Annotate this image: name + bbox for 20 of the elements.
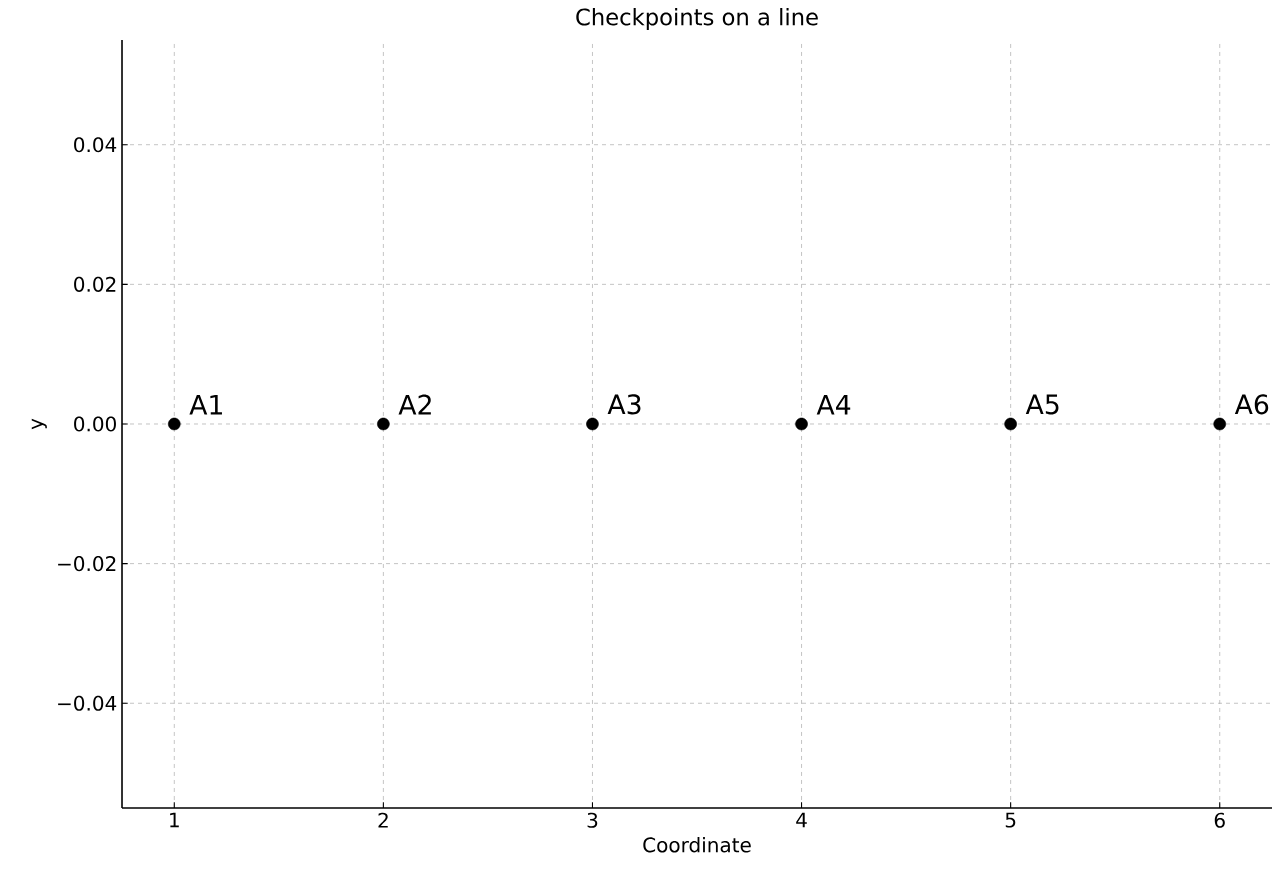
annotation: A6 bbox=[1234, 394, 1269, 415]
annotation: A5 bbox=[1025, 394, 1059, 415]
x-axis-title: Coordinate bbox=[643, 836, 751, 853]
y-tick-label: 0.00 bbox=[74, 416, 116, 432]
y-tick-label: −0.02 bbox=[58, 556, 116, 572]
y-tick-label: 0.02 bbox=[74, 276, 116, 292]
annotation: A2 bbox=[398, 394, 431, 415]
y-tick-label: −0.04 bbox=[58, 695, 117, 711]
x-tick-label: 4 bbox=[796, 812, 807, 828]
x-tick-label: 5 bbox=[1005, 812, 1016, 828]
y-axis-title: y bbox=[31, 418, 47, 430]
chart-title: Checkpoints on a line bbox=[576, 7, 818, 30]
annotation: A4 bbox=[816, 394, 851, 415]
x-tick-label: 6 bbox=[1214, 812, 1225, 828]
x-tick-label: 2 bbox=[378, 812, 388, 828]
annotation: A1 bbox=[189, 394, 222, 415]
annotation: A3 bbox=[607, 394, 641, 415]
y-tick-label: 0.04 bbox=[74, 137, 117, 153]
x-tick-label: 1 bbox=[170, 812, 179, 828]
x-tick-label: 3 bbox=[587, 812, 598, 828]
